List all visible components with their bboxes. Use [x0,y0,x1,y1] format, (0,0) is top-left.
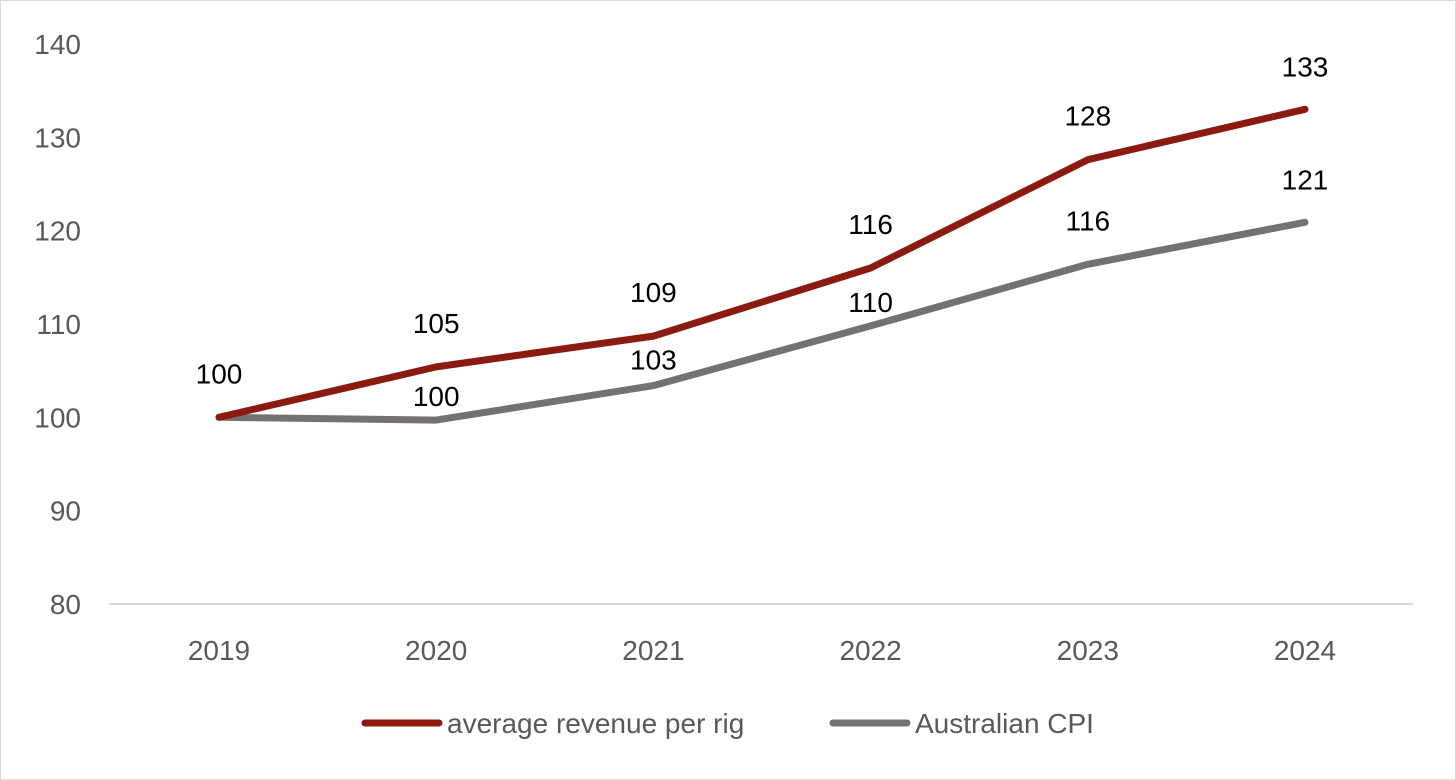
legend-label: Australian CPI [915,708,1094,739]
data-label: 121 [1282,164,1329,195]
x-tick-label: 2019 [188,635,250,666]
data-label: 128 [1064,101,1111,132]
y-tick-label: 80 [50,589,81,620]
x-tick-label: 2021 [622,635,684,666]
data-label: 103 [630,345,677,376]
data-label: 105 [413,308,460,339]
y-tick-label: 110 [36,309,81,340]
y-tick-label: 130 [34,122,81,153]
legend: average revenue per rig Australian CPI [361,708,1094,739]
data-label: 116 [1065,205,1110,236]
data-label: 109 [630,277,677,308]
x-tick-label: 2024 [1274,635,1336,666]
y-tick-label: 100 [34,402,81,433]
x-tick-label: 2023 [1057,635,1119,666]
y-tick-label: 90 [50,496,81,527]
series-line [215,218,1309,424]
x-tick-label: 2022 [839,635,901,666]
data-label: 116 [848,209,893,240]
data-label: 100 [196,358,243,389]
data-labels: 100 105 109 116 128 133 100 103 110 116 121 [196,51,1329,412]
series-line [215,105,1309,421]
legend-label: average revenue per rig [447,708,744,739]
series-lines [215,105,1309,424]
data-label: 100 [413,381,460,412]
data-label: 133 [1282,51,1329,82]
y-axis-ticks: 80 90 100 110 120 130 140 [34,29,81,620]
y-tick-label: 140 [34,29,81,60]
y-tick-label: 120 [34,216,81,247]
x-tick-label: 2020 [405,635,467,666]
x-axis-ticks: 2019 2020 2021 2022 2023 2024 [188,635,1336,666]
data-label: 110 [848,287,893,318]
